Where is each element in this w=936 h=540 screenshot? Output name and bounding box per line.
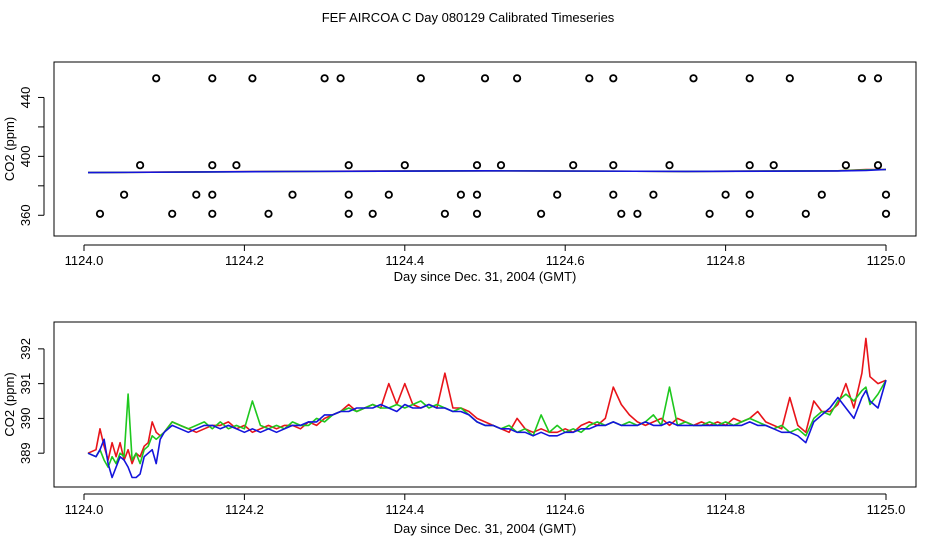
data-point-marker [264, 209, 273, 218]
series-line [87, 379, 887, 479]
data-point-marker [536, 209, 546, 218]
data-point-marker [480, 74, 490, 83]
data-point-marker [705, 209, 714, 218]
data-point-marker [152, 74, 161, 83]
series-line [87, 337, 887, 465]
plot-frame [53, 61, 917, 237]
data-point-marker [472, 209, 482, 218]
data-point-marker [801, 209, 810, 218]
data-point-marker [873, 161, 883, 170]
x-tick-label: 1124.8 [706, 253, 745, 268]
data-point-marker [569, 161, 578, 170]
data-point-marker [208, 161, 217, 170]
data-point-marker [344, 209, 353, 218]
data-point-marker [633, 209, 642, 218]
data-point-marker [873, 74, 883, 83]
data-point-marker [817, 190, 826, 199]
data-point-marker [472, 190, 482, 199]
data-point-marker [609, 74, 618, 83]
x-tick-label: 1124.8 [706, 502, 745, 517]
data-point-marker [95, 209, 105, 218]
data-point-marker [745, 209, 754, 218]
series-line [87, 379, 887, 468]
data-point-marker [496, 161, 506, 170]
data-point-marker [320, 74, 329, 83]
data-point-marker [649, 190, 658, 199]
data-point-marker [512, 74, 522, 83]
x-tick-label: 1125.0 [867, 502, 906, 517]
data-point-marker [384, 190, 393, 199]
y-tick-label: 360 [18, 204, 33, 226]
x-tick-label: 1124.0 [65, 502, 104, 517]
data-point-marker [192, 190, 201, 199]
x-tick-label: 1124.0 [65, 253, 104, 268]
data-point-marker [368, 209, 377, 218]
y-tick-label: 391 [18, 373, 33, 395]
data-point-marker [881, 190, 891, 199]
data-point-marker [288, 190, 297, 199]
data-point-marker [232, 161, 241, 170]
data-point-marker [785, 74, 794, 83]
data-point-marker [208, 209, 217, 218]
data-point-marker [841, 161, 851, 170]
data-point-marker [745, 161, 754, 170]
data-point-marker [553, 190, 562, 199]
x-axis-label: Day since Dec. 31, 2004 (GMT) [394, 521, 577, 536]
data-point-marker [208, 74, 217, 83]
x-tick-label: 1124.6 [546, 502, 585, 517]
data-point-marker [168, 209, 177, 218]
y-tick-label: 390 [18, 408, 33, 430]
x-tick-label: 1125.0 [867, 253, 906, 268]
y-tick-label: 392 [18, 338, 33, 360]
panel-bottom: 1124.0 1124.2 1124.4 1124.6 1124.8 1125.0 Day … [2, 321, 917, 536]
data-point-marker [136, 161, 145, 170]
data-point-marker [665, 161, 674, 170]
y-tick-label: 440 [18, 87, 33, 109]
x-tick-label: 1124.4 [385, 253, 424, 268]
chart-title: FEF AIRCOA C Day 080129 Calibrated Times… [321, 10, 615, 25]
x-tick-label: 1124.4 [385, 502, 424, 517]
plot-frame [53, 321, 917, 488]
data-point-marker [344, 190, 353, 199]
data-point-marker [617, 209, 626, 218]
data-point-marker [745, 74, 754, 83]
y-tick-label: 400 [18, 146, 33, 168]
data-point-marker [120, 190, 129, 199]
data-point-marker [609, 161, 618, 170]
data-point-marker [609, 190, 618, 199]
panel-top: 1124.0 1124.2 1124.4 1124.6 1124.8 1125.0 Day … [2, 61, 917, 284]
y-tick-label: 389 [18, 442, 33, 464]
x-tick-label: 1124.2 [225, 502, 264, 517]
x-tick-label: 1124.2 [225, 253, 264, 268]
series-line [87, 168, 887, 174]
x-tick-label: 1124.6 [546, 253, 585, 268]
data-point-marker [745, 190, 754, 199]
data-point-marker [456, 190, 465, 199]
data-point-marker [400, 161, 409, 170]
x-axis-label: Day since Dec. 31, 2004 (GMT) [394, 269, 577, 284]
data-point-marker [585, 74, 594, 83]
data-point-marker [472, 161, 482, 170]
data-point-marker [721, 190, 730, 199]
data-point-marker [344, 161, 353, 170]
data-point-marker [857, 74, 867, 83]
y-axis-label: CO2 (ppm) [2, 372, 17, 436]
data-point-marker [881, 209, 891, 218]
data-point-marker [208, 190, 217, 199]
data-point-marker [769, 161, 778, 170]
data-point-marker [336, 74, 345, 83]
data-point-marker [416, 74, 425, 83]
y-axis-label: CO2 (ppm) [2, 117, 17, 181]
data-point-marker [689, 74, 698, 83]
data-point-marker [440, 209, 449, 218]
data-point-marker [248, 74, 257, 83]
